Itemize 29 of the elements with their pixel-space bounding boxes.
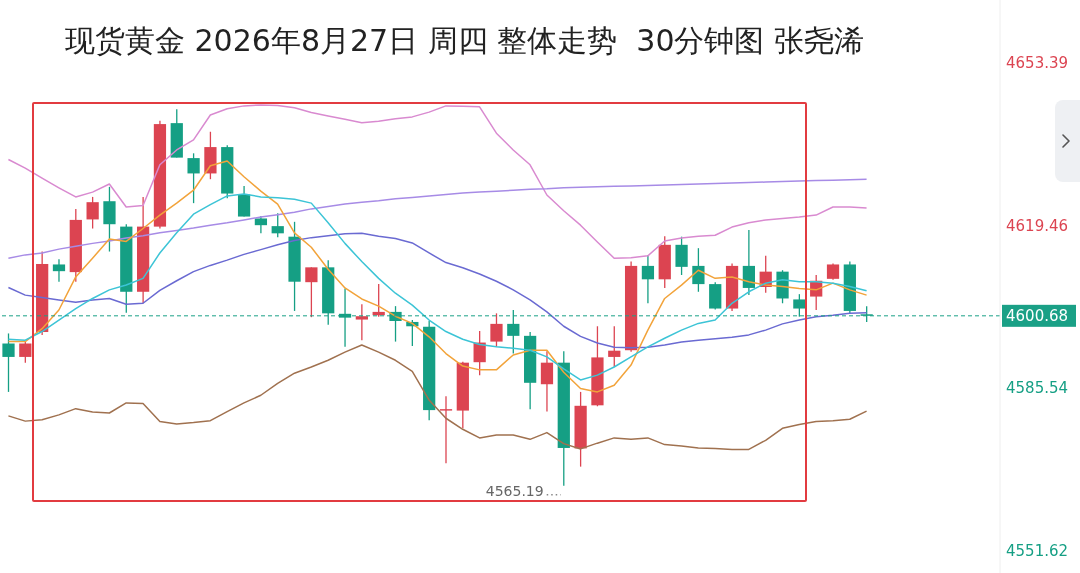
candlestick bbox=[2, 332, 15, 393]
line-series bbox=[7, 178, 868, 259]
line-series bbox=[7, 193, 868, 381]
candlestick bbox=[439, 395, 453, 464]
candlestick bbox=[692, 247, 705, 293]
y-tick-label: 4619.46 bbox=[1006, 216, 1069, 235]
candlestick bbox=[608, 325, 621, 368]
candlestick bbox=[305, 266, 318, 318]
candlestick bbox=[103, 186, 116, 253]
candlestick bbox=[641, 254, 655, 304]
candlestick bbox=[86, 196, 99, 230]
candlestick bbox=[540, 350, 554, 413]
line-series bbox=[7, 344, 868, 451]
annotation: 4565.19 bbox=[485, 482, 544, 499]
line-series bbox=[7, 104, 868, 259]
candlestick bbox=[271, 212, 284, 238]
candlestick bbox=[490, 312, 503, 348]
candlestick bbox=[52, 258, 66, 283]
text: 现货黄金 2026年8月27日 周四 整体走势 30分钟图 张尧浠 bbox=[65, 22, 864, 60]
candlestick bbox=[237, 185, 251, 218]
y-tick-label: 4653.39 bbox=[1006, 54, 1069, 73]
candlestick bbox=[675, 236, 688, 276]
ref-line-label: 4600.68 bbox=[1006, 306, 1069, 325]
y-tick-label: 4585.54 bbox=[1006, 379, 1069, 398]
candlestick bbox=[742, 229, 756, 296]
candlestick bbox=[355, 303, 368, 341]
candlestick bbox=[187, 152, 200, 204]
y-tick-label: 4551.62 bbox=[1006, 541, 1069, 560]
candlestick bbox=[19, 341, 32, 364]
